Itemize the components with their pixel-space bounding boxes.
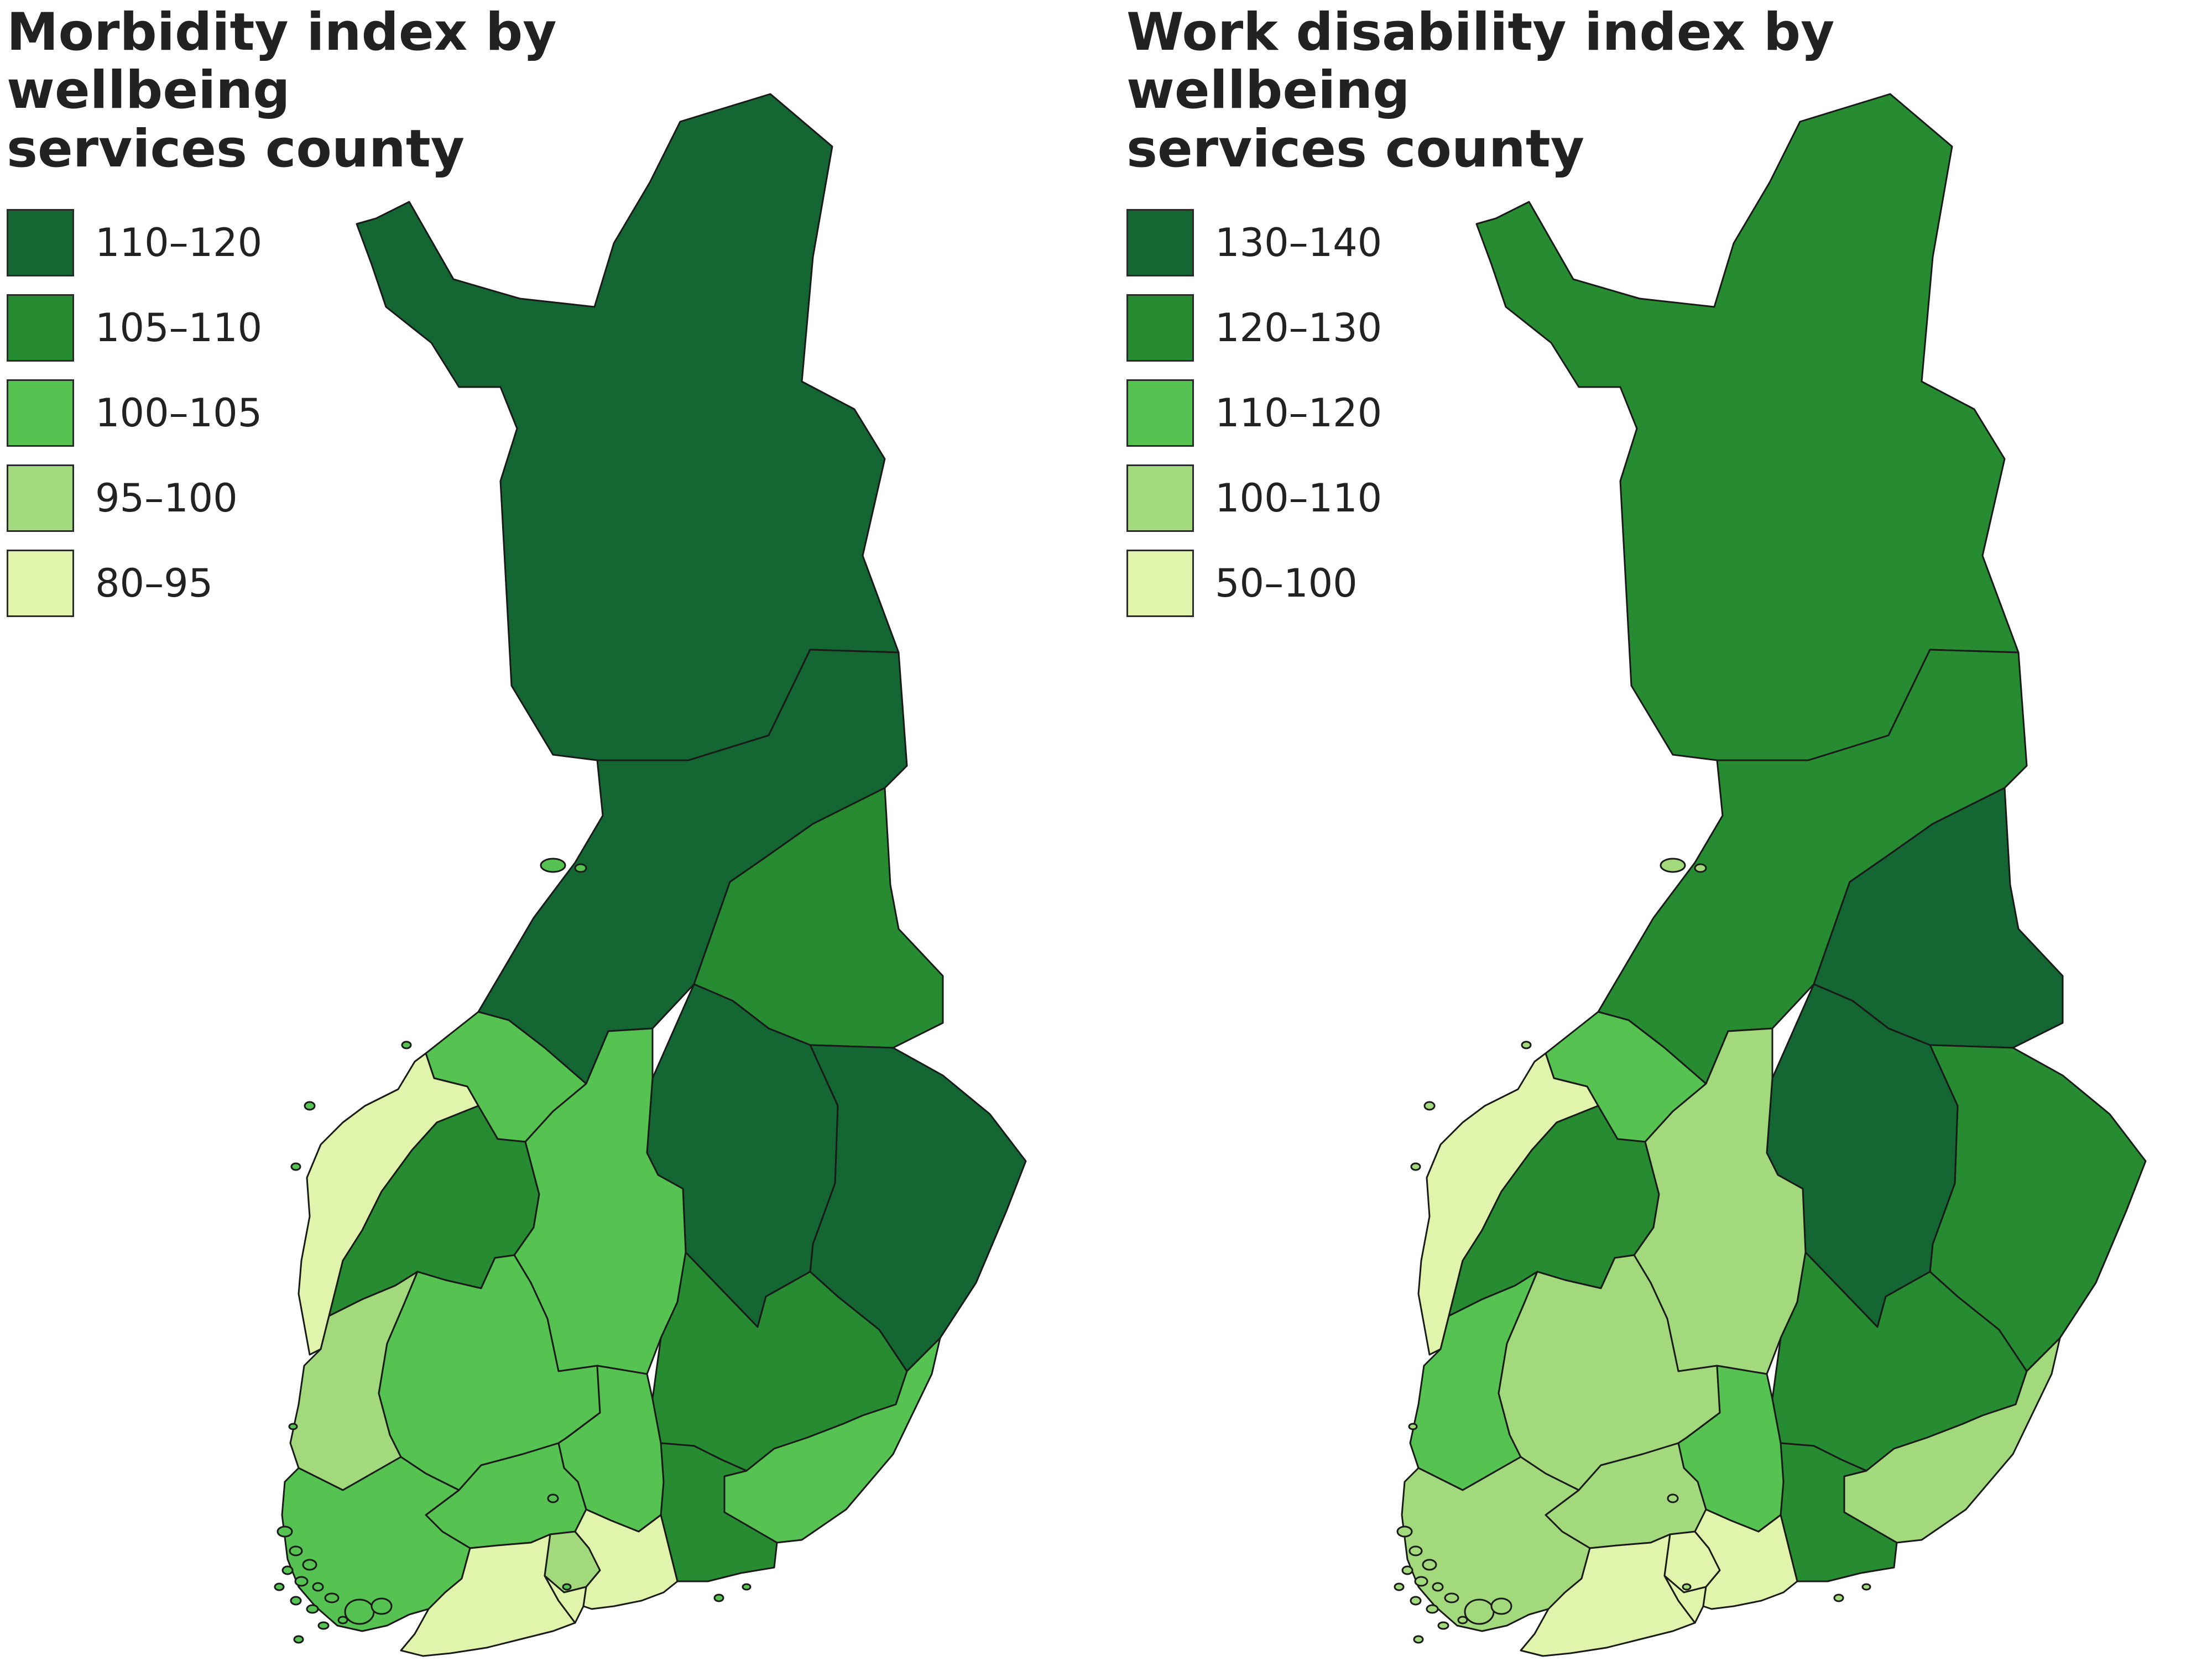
region-lapland — [1475, 93, 2020, 761]
legend-swatch — [7, 209, 74, 276]
region-west-uusimaa — [1520, 1533, 1696, 1657]
work-disability-map — [1394, 93, 2147, 1657]
legend-label: 100–110 — [1215, 476, 1383, 521]
work-disability-title-line-1: Work disability index by wellbeing — [1126, 2, 1835, 121]
region-east-uusimaa — [1694, 1508, 1798, 1610]
legend-label: 130–140 — [1215, 220, 1383, 265]
legend-swatch — [7, 294, 74, 362]
legend-label: 110–120 — [1215, 390, 1383, 436]
legend-label: 100–105 — [95, 390, 263, 436]
legend-label: 105–110 — [95, 305, 263, 351]
region-aland — [274, 858, 752, 1644]
legend-label: 95–100 — [95, 476, 238, 521]
morbidity-title-line-1: Morbidity index by wellbeing — [7, 2, 557, 121]
morbidity-title-line-2: services county — [7, 118, 465, 179]
legend-label: 50–100 — [1215, 561, 1358, 606]
work-disability-map-title: Work disability index by wellbeing servi… — [1126, 3, 1956, 178]
legend-swatch — [7, 464, 74, 532]
legend-swatch — [1126, 550, 1194, 617]
region-west-uusimaa — [400, 1533, 576, 1657]
work-disability-title-line-2: services county — [1126, 118, 1585, 179]
legend-label: 110–120 — [95, 220, 263, 265]
region-lapland — [356, 93, 900, 761]
region-east-uusimaa — [574, 1508, 679, 1610]
legend-swatch — [7, 550, 74, 617]
work-disability-map-panel: Work disability index by wellbeing servi… — [1120, 0, 2212, 1677]
morbidity-map-panel: Morbidity index by wellbeing services co… — [7, 3, 1027, 1657]
legend-label: 120–130 — [1215, 305, 1383, 351]
legend-label: 80–95 — [95, 561, 213, 606]
legend-swatch — [1126, 209, 1194, 276]
legend-swatch — [1126, 294, 1194, 362]
region-aland — [1394, 858, 1871, 1644]
morbidity-map — [274, 93, 1027, 1657]
legend-swatch — [7, 379, 74, 447]
legend-swatch — [1126, 379, 1194, 447]
legend-swatch — [1126, 464, 1194, 532]
morbidity-map-title: Morbidity index by wellbeing services co… — [7, 3, 836, 178]
